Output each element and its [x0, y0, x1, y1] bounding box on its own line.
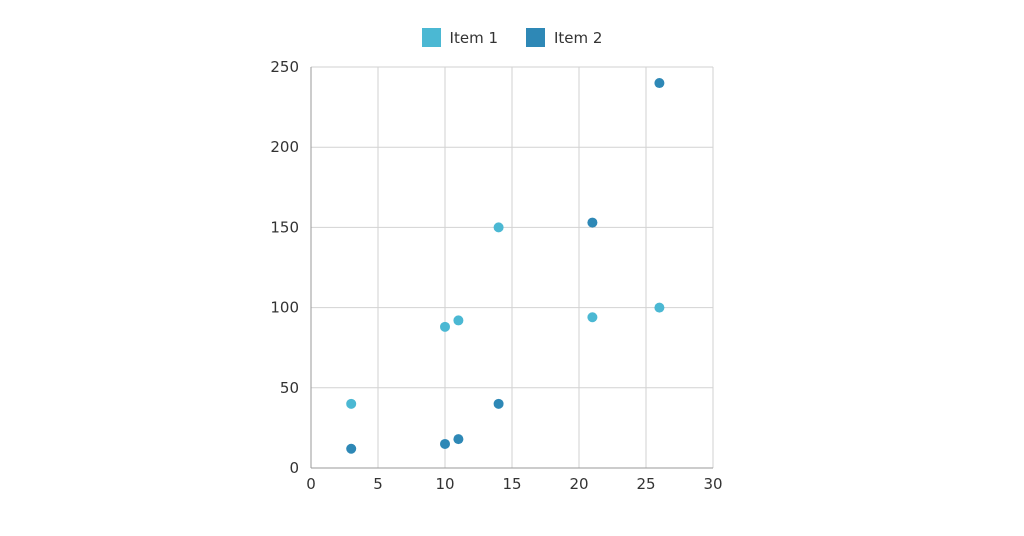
data-point-series-2 [654, 78, 665, 89]
x-tick-label: 15 [502, 475, 521, 493]
data-point-series-1 [346, 398, 357, 409]
legend-label-2: Item 2 [554, 28, 603, 47]
x-tick-label: 5 [373, 475, 383, 493]
legend-item-1[interactable]: Item 1 [421, 28, 498, 47]
y-tick-label: 50 [280, 379, 299, 397]
x-tick-label: 0 [306, 475, 316, 493]
data-point-series-1 [493, 222, 504, 233]
legend-swatch-2 [526, 28, 545, 47]
legend-label-1: Item 1 [449, 28, 498, 47]
y-tick-label: 0 [289, 459, 299, 477]
legend-swatch-1 [421, 28, 441, 47]
y-tick-label: 250 [270, 58, 299, 76]
legend-item-2[interactable]: Item 2 [526, 28, 602, 47]
data-point-series-1 [453, 315, 464, 326]
x-tick-label: 30 [703, 475, 722, 493]
data-point-series-1 [587, 312, 598, 323]
data-point-series-2 [440, 438, 450, 449]
y-tick-label: 150 [270, 218, 299, 236]
y-tick-label: 100 [270, 299, 299, 317]
x-tick-label: 10 [435, 475, 454, 493]
x-tick-label: 25 [636, 475, 655, 493]
data-point-series-2 [587, 217, 598, 228]
data-point-series-2 [453, 434, 464, 445]
y-tick-label: 200 [270, 138, 299, 156]
data-point-series-1 [654, 302, 665, 313]
data-point-series-2 [493, 398, 504, 409]
x-tick-label: 20 [569, 475, 588, 493]
data-point-series-1 [440, 321, 450, 332]
legend: Item 1 Item 2 [0, 28, 1024, 47]
data-point-series-2 [346, 443, 357, 454]
